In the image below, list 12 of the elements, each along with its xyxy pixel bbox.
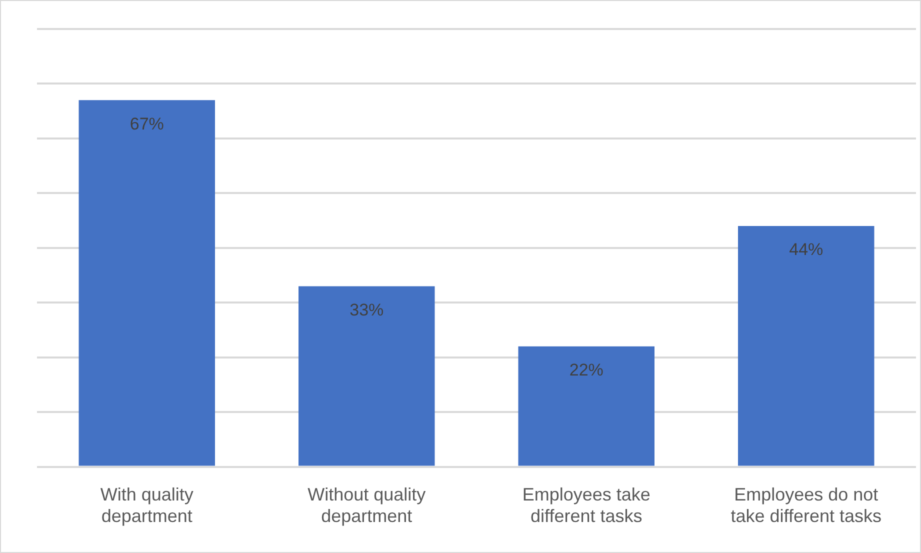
data-label: 22% <box>569 360 604 380</box>
x-tick-label: Employees take different tasks <box>522 484 650 526</box>
data-label: 67% <box>130 114 164 134</box>
bar <box>518 346 654 466</box>
x-tick-label: With quality department <box>100 484 194 526</box>
bar <box>738 226 874 466</box>
bar <box>78 100 215 466</box>
x-tick-label: Employees do not take different tasks <box>730 484 882 526</box>
data-label: 44% <box>789 240 824 260</box>
x-tick-label: Without quality department <box>308 484 426 526</box>
data-label: 33% <box>350 300 384 320</box>
bar <box>298 286 435 466</box>
